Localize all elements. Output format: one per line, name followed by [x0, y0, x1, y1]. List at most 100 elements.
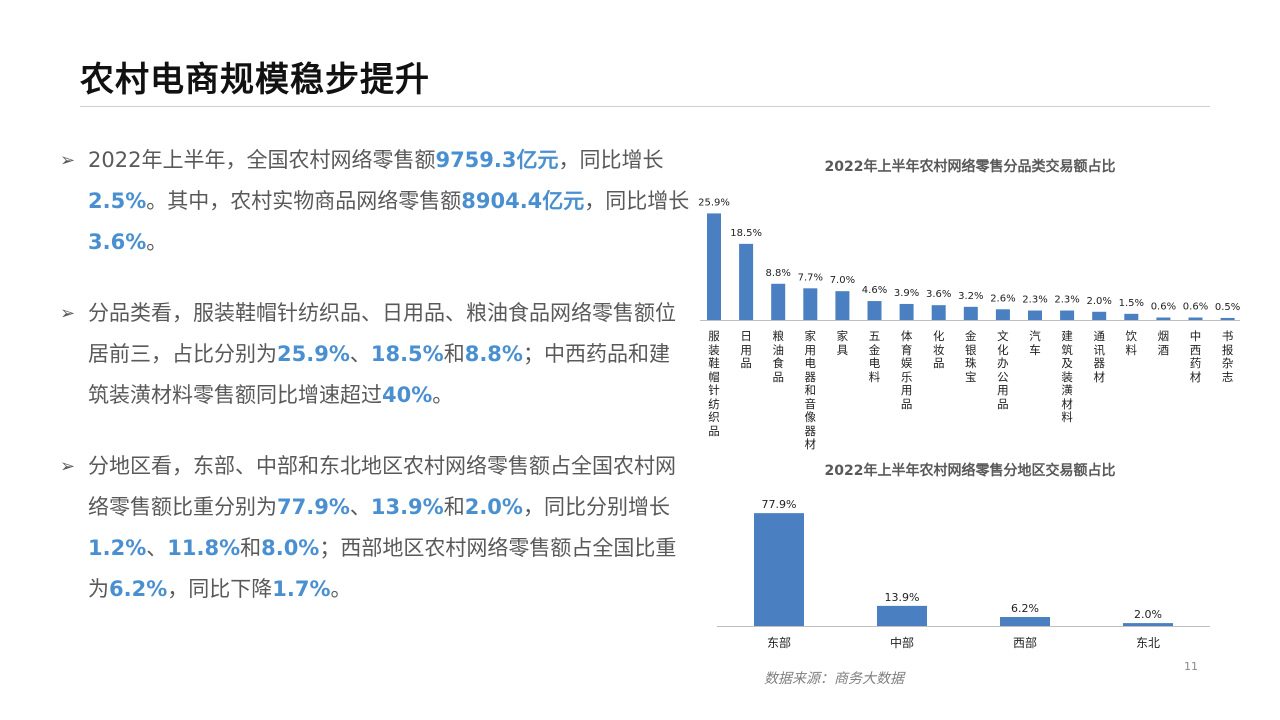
chart-title-region: 2022年上半年农村网络零售分地区交易额占比	[824, 463, 1116, 479]
data-label: 8.8%	[765, 268, 790, 279]
highlight-value: 1.2%	[88, 536, 147, 560]
bullet-text: ，同比分别增长	[522, 495, 670, 519]
region-label: 东北	[1135, 636, 1160, 650]
highlight-value: 8904.4亿元	[461, 189, 585, 213]
bar	[835, 291, 850, 320]
region-label: 中部	[889, 636, 914, 650]
highlight-value: 8.8%	[464, 342, 523, 366]
data-source-note: 数据来源：商务大数据	[764, 671, 904, 687]
data-label: 4.6%	[862, 285, 887, 296]
bar	[1000, 617, 1050, 626]
bar	[1156, 317, 1171, 320]
highlight-value: 6.2%	[109, 577, 168, 601]
category-label: 书报杂志	[1221, 329, 1234, 384]
data-label: 2.3%	[1054, 295, 1079, 306]
highlight-value: 25.9%	[277, 342, 350, 366]
page-title: 农村电商规模稳步提升	[80, 60, 430, 100]
data-label: 3.2%	[958, 291, 983, 302]
bullet-arrow-icon: ➢	[60, 150, 76, 171]
category-label: 汽车	[1029, 329, 1041, 357]
title-divider	[80, 106, 1210, 107]
category-label: 建筑及装潢材料	[1061, 329, 1073, 424]
bar	[771, 283, 786, 320]
region-label: 东部	[766, 636, 791, 650]
bullet-list: ➢ 2022年上半年，全国农村网络零售额9759.3亿元，同比增长 2.5%。其中，…	[60, 140, 690, 640]
highlight-value: 3.6%	[88, 230, 147, 254]
highlight-value: 13.9%	[370, 495, 444, 519]
highlight-value: 9759.3亿元	[435, 148, 559, 172]
category-label: 家具	[836, 329, 849, 357]
category-label: 中西药材	[1189, 329, 1202, 384]
bullet-item: ➢ 分品类看，服装鞋帽针纺织品、日用品、粮油食品网络零售额位居前三，占比分别为25…	[60, 293, 690, 416]
highlight-value: 11.8%	[167, 536, 241, 560]
bar	[1220, 317, 1235, 320]
page-number: 11	[1184, 660, 1198, 673]
region-label: 西部	[1012, 636, 1037, 650]
data-label: 3.9%	[894, 288, 919, 299]
highlight-value: 77.9%	[277, 495, 350, 519]
data-label: 13.9%	[885, 591, 920, 604]
bullet-arrow-icon: ➢	[60, 303, 76, 324]
bullet-text: 2022年上半年，全国农村网络零售额	[88, 148, 436, 172]
bullet-item: ➢ 分地区看，东部、中部和东北地区农村网络零售额占全国农村网络零售额比重分别为77…	[60, 446, 690, 610]
highlight-value: 8.0%	[261, 536, 320, 560]
data-label: 0.5%	[1215, 302, 1240, 313]
bullet-text: ，同比增长	[558, 148, 664, 172]
bar	[739, 243, 754, 320]
bar	[899, 303, 914, 320]
data-label: 2.6%	[990, 293, 1015, 304]
data-label: 77.9%	[762, 498, 797, 511]
bar	[1188, 317, 1203, 320]
data-label: 6.2%	[1011, 602, 1039, 615]
data-label: 2.0%	[1086, 296, 1111, 307]
highlight-value: 2.5%	[88, 189, 147, 213]
bar	[1028, 310, 1042, 320]
bar	[1124, 313, 1139, 320]
bullet-text: 和	[443, 342, 465, 366]
bullet-text: ；西部地区农村网络零售额占全国比重为	[88, 536, 677, 601]
bar	[803, 288, 818, 320]
data-label: 7.7%	[798, 272, 823, 283]
bullet-text: 和	[443, 495, 465, 519]
bullet-text: 。	[146, 230, 168, 254]
bar	[867, 301, 882, 320]
bullet-text: 分地区看，东部、中部和东北地区农村网络零售额占全国农村网络零售额比重分别为	[88, 454, 676, 519]
category-label: 文化办公用品	[997, 329, 1009, 411]
data-label: 18.5%	[730, 228, 762, 239]
data-label: 0.6%	[1151, 302, 1176, 313]
highlight-value: 2.0%	[464, 495, 523, 519]
bullet-text: 。	[330, 577, 352, 601]
bar	[1092, 311, 1107, 320]
category-label: 通讯器材	[1093, 329, 1105, 384]
bar	[931, 305, 946, 320]
data-label: 2.3%	[1022, 295, 1047, 306]
category-label: 家用电器和音像器材	[804, 329, 817, 451]
bar	[963, 306, 978, 320]
category-label: 烟酒	[1157, 329, 1170, 357]
bullet-text: 、	[349, 495, 371, 519]
bar	[877, 605, 927, 626]
highlight-value: 1.7%	[272, 577, 331, 601]
bullet-text: ；中西药品和建筑装潢材料零售额同比增速超过	[88, 342, 670, 407]
bullet-arrow-icon: ➢	[60, 456, 76, 477]
data-label: 1.5%	[1119, 298, 1144, 309]
bullet-text: ，同比下降	[167, 577, 273, 601]
bar	[707, 213, 721, 320]
highlight-value: 40%	[382, 383, 433, 407]
data-label: 25.9%	[698, 197, 730, 208]
bar	[1060, 310, 1075, 320]
category-label: 饮料	[1125, 329, 1138, 357]
category-label: 金银珠宝	[965, 329, 977, 384]
chart-title-category: 2022年上半年农村网络零售分品类交易额占比	[824, 159, 1116, 175]
data-label: 3.6%	[926, 289, 951, 300]
bullet-text: 、	[146, 536, 168, 560]
bar	[754, 513, 804, 626]
data-label: 0.6%	[1183, 302, 1208, 313]
bar	[1123, 623, 1173, 626]
data-label: 2.0%	[1134, 608, 1162, 621]
bullet-text: 、	[349, 342, 371, 366]
bullet-text: 。其中，农村实物商品网络零售额	[146, 189, 462, 213]
highlight-value: 18.5%	[370, 342, 444, 366]
